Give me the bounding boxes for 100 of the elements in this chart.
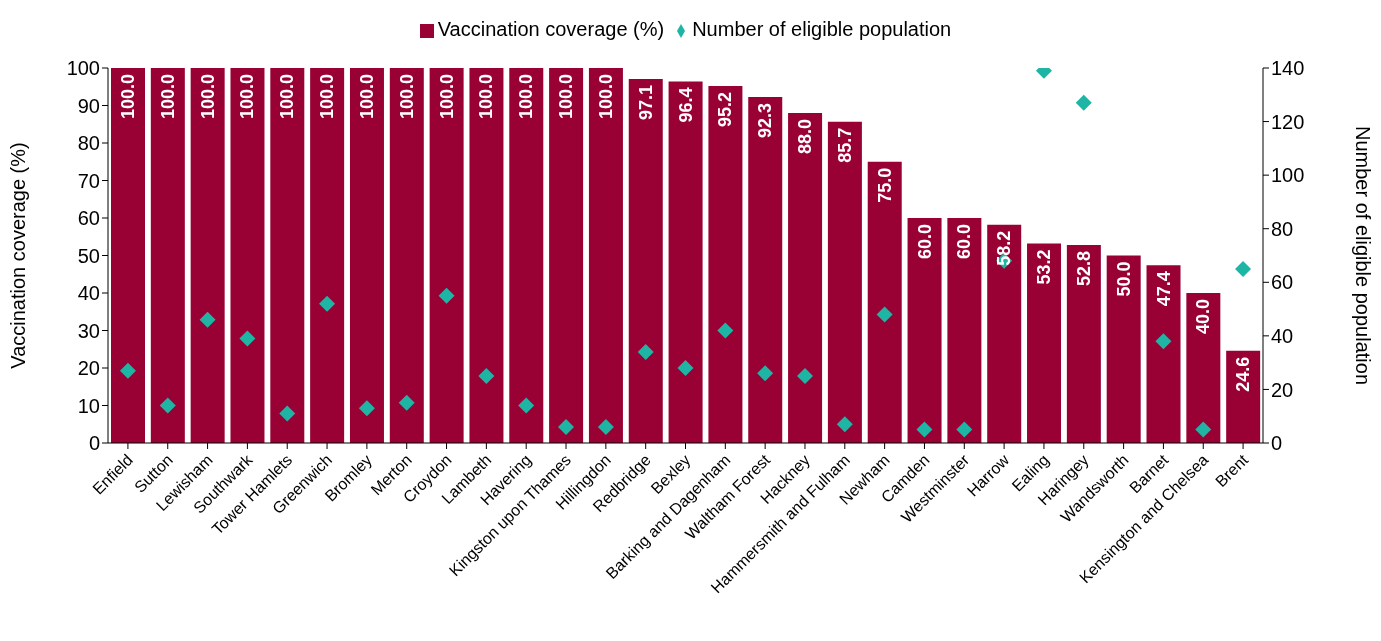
bar [628,78,663,443]
point [518,397,535,414]
data-label: 100.0 [556,74,577,120]
y-axis-title: Vaccination coverage (%) [7,142,30,369]
data-label: 53.2 [1034,249,1055,285]
bar [111,68,145,443]
data-label: 100.0 [197,74,218,120]
y-tick-label: 90 [77,94,100,117]
y-tick-label: 40 [77,282,100,305]
bar [270,68,305,443]
point [239,330,256,347]
data-label: 100.0 [237,74,258,120]
data-label: 100.0 [157,74,178,120]
point [757,365,774,382]
bar [1226,350,1261,443]
point [637,343,654,360]
y-tick-label: 30 [77,319,100,342]
bar [827,121,862,443]
bar [947,218,982,443]
y-tick-label: 80 [77,132,100,155]
data-label: 85.7 [834,127,855,163]
bar [150,68,185,443]
bar [549,68,584,443]
point [1195,421,1212,438]
y2-tick-label: 60 [1271,271,1294,294]
bar [1027,243,1062,443]
data-label: 58.2 [994,230,1015,266]
bar [1186,293,1221,443]
point [319,295,336,312]
data-label: 60.0 [914,224,935,260]
point [597,418,614,435]
point [956,421,973,438]
point [159,397,176,414]
y-tick-label: 50 [77,244,100,267]
bar [668,81,703,443]
point [796,368,813,385]
point [199,311,216,328]
data-label: 24.6 [1233,356,1254,392]
data-label: 47.4 [1153,271,1174,307]
y-tick-label: 60 [77,207,100,230]
data-label: 60.0 [954,224,975,260]
legend-label: Number of eligible population [692,18,952,40]
point [558,418,575,435]
y2-tick-label: 20 [1271,378,1294,401]
point [836,416,853,433]
data-label: 50.0 [1113,261,1134,297]
point [1235,260,1252,277]
y2-axis-title: Number of eligible population [1351,125,1374,386]
data-label: 100.0 [516,74,537,120]
y2-tick-label: 40 [1271,324,1294,347]
y-tick-label: 100 [66,57,100,80]
data-label: 75.0 [874,167,895,203]
bar [588,68,623,443]
bar [708,86,743,443]
bar [349,68,384,443]
bar [509,68,544,443]
bar [190,68,225,443]
y2-tick-label: 0 [1271,432,1283,455]
point [478,368,495,385]
data-label: 100.0 [595,74,616,120]
data-label: 88.0 [795,119,816,155]
point [876,306,893,323]
data-label: 100.0 [396,74,417,120]
data-label: 96.4 [675,87,696,123]
data-label: 100.0 [476,74,497,120]
data-label: 92.3 [755,102,776,138]
point [717,322,734,339]
bar [907,218,942,443]
bar [748,96,783,443]
point [1075,94,1092,111]
y-tick-label: 0 [88,432,100,455]
point [279,405,296,422]
data-label: 100.0 [356,74,377,120]
data-label: 100.0 [436,74,457,120]
y-tick-label: 10 [77,394,100,417]
data-label: 100.0 [277,74,298,120]
data-label: 100.0 [118,74,138,120]
y2-tick-label: 100 [1271,164,1305,187]
point [438,287,455,304]
bar [1066,245,1101,443]
y2-tick-label: 120 [1271,110,1305,133]
bar [987,224,1022,443]
legend-label: Vaccination coverage (%) [437,18,665,40]
data-label: 95.2 [715,92,736,128]
point [119,362,136,379]
point [677,360,694,376]
bar [469,68,504,443]
bar [389,68,424,443]
data-label: 52.8 [1073,251,1094,287]
point [916,421,933,438]
data-label: 97.1 [635,84,656,120]
point [1155,333,1172,350]
y-tick-label: 70 [77,169,100,192]
data-label: 100.0 [317,74,338,120]
bar [310,68,345,443]
y2-tick-label: 140 [1271,57,1305,80]
bar [867,161,902,443]
bar [788,113,823,443]
bar [429,68,464,443]
data-label: 40.0 [1193,299,1214,335]
